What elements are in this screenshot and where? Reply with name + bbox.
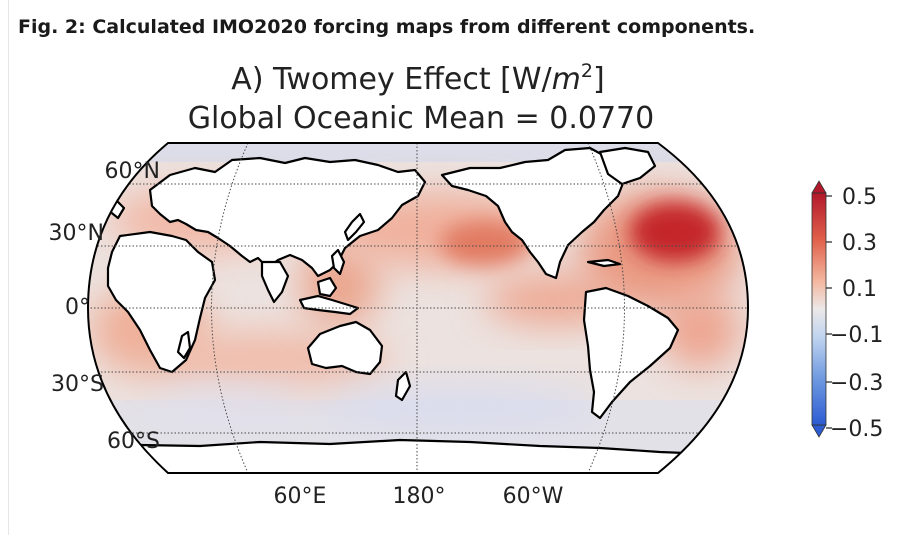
madagascar-landmass	[176, 330, 192, 360]
north-america-landmass	[440, 146, 627, 280]
map-boundary	[86, 142, 750, 474]
borneo-landmass	[316, 276, 338, 298]
colorbar-extend-min	[811, 424, 827, 438]
greenland-landmass	[598, 146, 657, 186]
map-title: A) Twomey Effect [W/m2]	[231, 60, 604, 97]
india-landmass	[260, 260, 290, 304]
lon-label-60w: 60°W	[503, 484, 564, 509]
forcing-peak-north-pacific	[440, 221, 530, 265]
lat-label-0: 0°	[65, 295, 90, 320]
colorbar-tick-0.3: 0.3	[842, 231, 877, 256]
colorbar-tick-neg-0.1: −0.1	[830, 323, 883, 348]
south-america-landmass	[582, 286, 680, 420]
japan-landmass	[343, 212, 366, 242]
forcing-patch-south-atlantic	[660, 292, 740, 368]
forcing-peak-north-atlantic	[630, 202, 720, 262]
colorbar-tick-neg-0.3: −0.3	[830, 371, 883, 396]
australia-landmass	[306, 320, 384, 376]
colorbar-tick-neg-0.5: −0.5	[830, 417, 883, 442]
figure-caption: Fig. 2: Calculated IMO2020 forcing maps …	[18, 16, 756, 38]
lat-label-30n: 30°N	[49, 221, 104, 246]
colorbar-frame	[811, 192, 827, 426]
lon-line-60e	[211, 143, 249, 473]
lat-label-60n: 60°N	[105, 159, 160, 184]
lon-line-60w	[587, 143, 625, 473]
graticule	[88, 143, 748, 473]
indonesia-landmass	[298, 294, 360, 316]
forcing-patch-negative-indian-south	[150, 385, 310, 415]
lat-label-30s: 30°S	[51, 372, 104, 397]
forcing-patch-negative-south	[320, 385, 600, 425]
philippines-landmass	[330, 248, 346, 276]
new-zealand-landmass	[394, 370, 412, 402]
colorbar-tick-0.5: 0.5	[842, 185, 877, 210]
colorbar: 0.5 0.3 0.1 −0.1 −0.3 −0.5	[811, 180, 883, 442]
left-border	[8, 0, 9, 535]
colorbar-extend-max	[811, 180, 827, 194]
lat-label-60s: 60°S	[107, 429, 160, 454]
caribbean-islands	[586, 258, 622, 268]
map-subtitle: Global Oceanic Mean = 0.0770	[188, 101, 654, 136]
world-map	[88, 143, 748, 473]
antarctica-landmass	[88, 438, 748, 473]
lon-label-60e: 60°E	[274, 484, 327, 509]
colorbar-tick-0.1: 0.1	[842, 277, 877, 302]
colorbar-gradient	[812, 193, 826, 425]
lon-label-180: 180°	[393, 484, 446, 509]
